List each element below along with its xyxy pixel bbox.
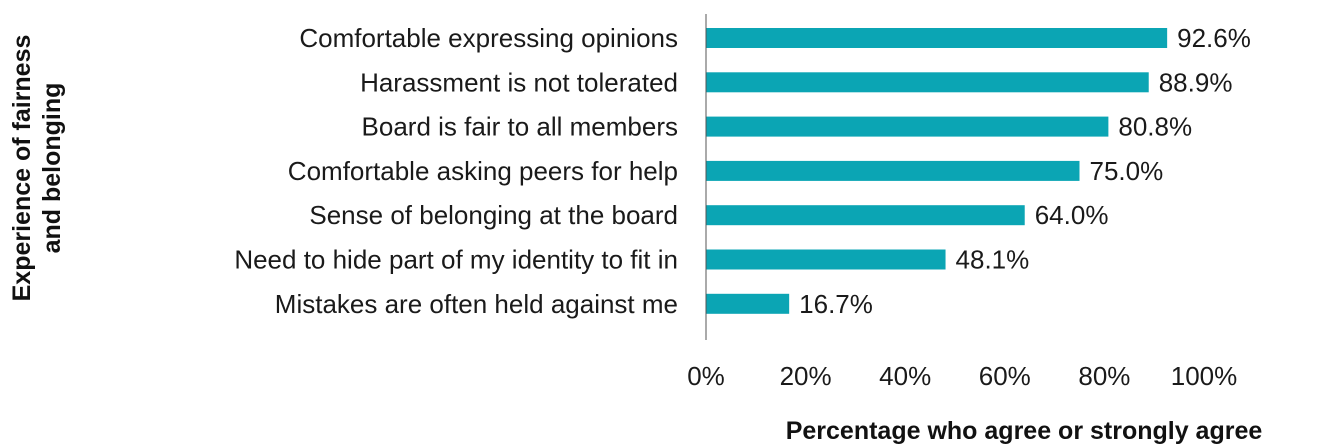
x-tick-label: 80% xyxy=(1078,361,1130,391)
data-label: 64.0% xyxy=(1035,200,1109,230)
x-tick-label: 20% xyxy=(780,361,832,391)
data-label: 92.6% xyxy=(1177,23,1251,53)
x-tick-labels: 0% 20% 40% 60% 80% 100% xyxy=(687,361,1237,391)
bar xyxy=(706,205,1025,226)
data-label: 88.9% xyxy=(1159,67,1233,97)
bar xyxy=(706,116,1109,137)
data-label: 80.8% xyxy=(1118,112,1192,142)
y-axis-title-text: Experience of fairnessand belonging xyxy=(8,35,66,302)
category-label: Comfortable expressing opinions xyxy=(299,23,678,53)
x-axis-title: Percentage who agree or strongly agree xyxy=(786,417,1263,445)
y-axis-title-line: Experience of fairness xyxy=(8,35,36,302)
category-label: Comfortable asking peers for help xyxy=(288,156,678,186)
bars xyxy=(706,28,1168,314)
bar xyxy=(706,293,790,314)
bar xyxy=(706,28,1168,48)
bar xyxy=(706,160,1080,181)
bar xyxy=(706,249,946,270)
data-label: 48.1% xyxy=(956,245,1030,275)
bar xyxy=(706,72,1149,93)
category-label: Board is fair to all members xyxy=(362,112,678,142)
x-tick-label: 0% xyxy=(687,361,725,391)
data-label: 16.7% xyxy=(799,289,873,319)
x-tick-label: 100% xyxy=(1171,361,1238,391)
data-label: 75.0% xyxy=(1090,156,1164,186)
category-label: Mistakes are often held against me xyxy=(275,289,678,319)
value-labels: 92.6% 88.9% 80.8% 75.0% 64.0%48.1% 16.7% xyxy=(799,23,1251,319)
category-label: Sense of belonging at the board xyxy=(309,200,678,230)
x-tick-label: 40% xyxy=(879,361,931,391)
category-label: Need to hide part of my identity to fit … xyxy=(234,245,678,275)
category-label: Harassment is not tolerated xyxy=(360,67,678,97)
x-tick-label: 60% xyxy=(979,361,1031,391)
y-axis-title: Experience of fairnessand belonging xyxy=(8,35,66,302)
y-axis-title-line: and belonging xyxy=(38,83,66,254)
category-labels: Comfortable expressing opinions Harassmen… xyxy=(234,23,678,319)
